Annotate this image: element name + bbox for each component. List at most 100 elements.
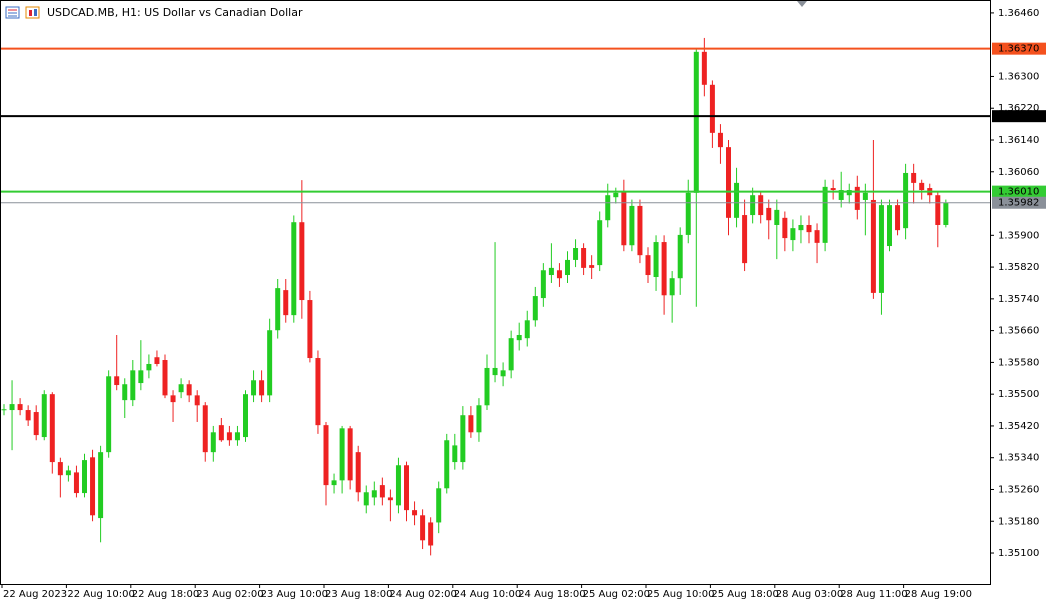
candle-body: [33, 412, 39, 436]
x-tick-label: 25 Aug 02:00: [583, 589, 650, 600]
y-tick-label: 1.35180: [998, 516, 1039, 527]
candle-body: [355, 452, 361, 493]
y-tick-label: 1.35820: [998, 262, 1039, 273]
y-tick-label: 1.36060: [998, 167, 1039, 178]
x-tick-label: 22 Aug 18:00: [132, 589, 199, 600]
candle-body: [613, 192, 619, 198]
x-tick-label: 28 Aug 11:00: [840, 589, 907, 600]
candle-body: [548, 267, 554, 276]
candle-body: [307, 300, 313, 359]
candle-body: [870, 199, 876, 293]
y-tick-label: 1.35900: [998, 230, 1039, 241]
candle-body: [581, 248, 587, 268]
price-level-tag: [992, 196, 1046, 209]
x-tick-label: 23 Aug 02:00: [196, 589, 263, 600]
x-tick-label: 22 Aug 10:00: [67, 589, 134, 600]
candle-body: [106, 376, 112, 453]
candle-body: [146, 363, 152, 371]
candle-body: [98, 452, 104, 519]
candle-body: [210, 432, 216, 453]
candle-body: [621, 192, 627, 246]
candle-body: [508, 338, 514, 371]
candle-body: [234, 432, 240, 441]
candle-body: [492, 367, 498, 376]
candle-body: [130, 370, 136, 401]
candle-body: [226, 432, 232, 441]
price-level-label: 1.35982: [998, 198, 1039, 209]
price-level-tag: [992, 42, 1046, 55]
candle-body: [170, 395, 176, 403]
candle-body: [218, 425, 224, 441]
candle-body: [774, 209, 780, 225]
candle-body: [806, 224, 812, 233]
candle-body: [371, 490, 377, 498]
candle-body: [709, 84, 715, 133]
candle-body: [895, 205, 901, 231]
candle-body: [283, 290, 289, 316]
x-tick-label: 25 Aug 18:00: [711, 589, 778, 600]
candle-body: [943, 202, 949, 225]
candle-body: [854, 186, 860, 210]
candle-body: [500, 370, 506, 377]
price-level-label: 1.36200: [998, 111, 1039, 122]
candle-body: [862, 192, 868, 200]
candle-body: [194, 395, 200, 406]
scroll-marker: [797, 1, 807, 7]
candle-body: [645, 255, 651, 276]
candle-body: [661, 242, 667, 296]
candle-body: [838, 190, 844, 200]
candle-body: [82, 460, 87, 494]
candle-body: [701, 51, 707, 85]
chart-title: USDCAD.MB, H1: US Dollar vs Canadian Dol…: [47, 6, 303, 19]
icon: [25, 6, 40, 19]
y-tick-label: 1.35100: [998, 548, 1039, 559]
candle-body: [524, 320, 530, 339]
y-tick-label: 1.35660: [998, 326, 1039, 337]
candle-body: [154, 357, 160, 364]
candle-body: [49, 394, 55, 463]
candle-body: [41, 394, 47, 438]
x-tick-label: 28 Aug 19:00: [905, 589, 972, 600]
candle-body: [420, 515, 426, 541]
candle-body: [122, 384, 128, 401]
price-level-tag: [992, 185, 1046, 198]
candle-body: [766, 207, 772, 221]
candle-body: [750, 195, 756, 216]
candle-body: [259, 380, 265, 396]
candle-body: [1, 409, 7, 411]
y-tick-label: 1.35260: [998, 484, 1039, 495]
candle-body: [275, 288, 281, 331]
x-tick-label: 23 Aug 10:00: [261, 589, 328, 600]
candle-body: [299, 222, 305, 301]
price-level-label: 1.36010: [998, 187, 1039, 198]
candle-body: [476, 405, 482, 433]
y-tick-label: 1.36300: [998, 71, 1039, 82]
candle-body: [573, 248, 579, 260]
candle-body: [677, 234, 683, 279]
candle-body: [436, 488, 442, 523]
candle-body: [73, 472, 79, 494]
candle-body: [267, 330, 273, 396]
candle-body: [484, 367, 490, 406]
candle-body: [935, 195, 941, 225]
candle-body: [363, 492, 369, 506]
x-tick-label: 24 Aug 02:00: [389, 589, 456, 600]
candle-body: [428, 522, 434, 546]
candle-body: [186, 384, 192, 396]
candle-body: [65, 470, 71, 476]
candle-body: [782, 217, 788, 239]
candle-body: [822, 186, 828, 243]
candle-body: [911, 172, 917, 183]
candle-body: [251, 380, 257, 396]
candle-body: [17, 404, 23, 411]
candle-body: [903, 172, 909, 229]
y-tick-label: 1.36140: [998, 135, 1039, 146]
candle-body: [734, 182, 740, 218]
candle-body: [790, 228, 796, 241]
candle-body: [798, 224, 804, 231]
candle-body: [379, 485, 385, 498]
candle-body: [339, 428, 345, 481]
y-tick-label: 1.36460: [998, 8, 1039, 19]
